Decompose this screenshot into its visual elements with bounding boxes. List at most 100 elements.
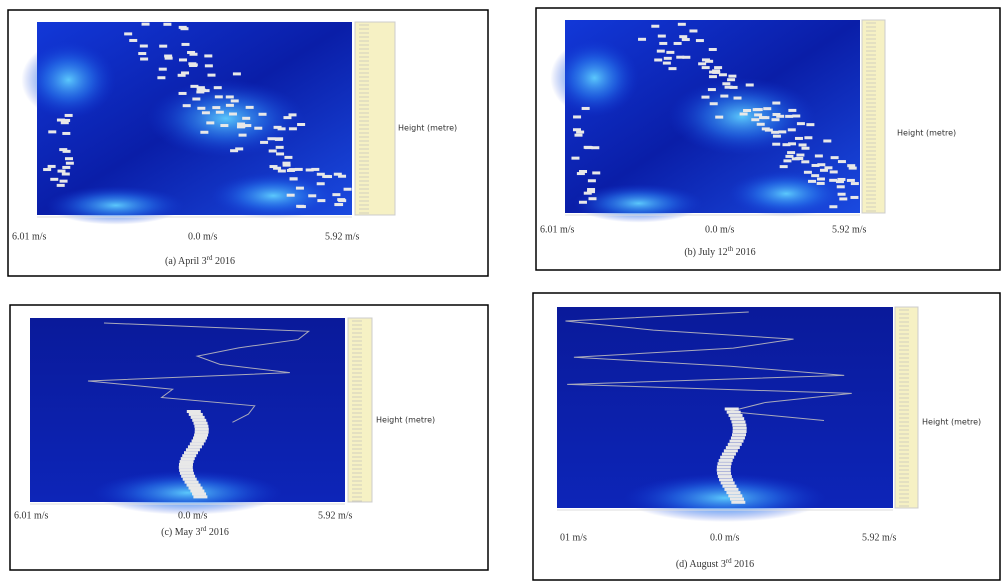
marker: [344, 188, 352, 191]
marker: [726, 446, 740, 449]
marker: [575, 134, 583, 137]
marker: [287, 194, 295, 197]
heatmap-glow: [550, 39, 639, 116]
marker: [788, 109, 796, 112]
marker: [765, 129, 773, 132]
marker: [298, 205, 306, 208]
marker: [193, 495, 207, 498]
height-label: Height (metre): [922, 418, 981, 427]
caption-text: (b) July 12: [684, 247, 727, 258]
marker: [722, 82, 730, 85]
marker: [584, 192, 592, 195]
marker: [62, 166, 70, 169]
marker: [311, 168, 319, 171]
marker: [795, 137, 803, 140]
marker: [226, 104, 234, 107]
axis-label: 5.92 m/s: [862, 532, 897, 543]
marker: [338, 199, 346, 202]
marker: [837, 185, 845, 188]
marker: [290, 177, 298, 180]
marker: [65, 114, 73, 117]
marker: [718, 462, 732, 465]
marker: [804, 171, 812, 174]
marker: [783, 159, 791, 162]
marker: [772, 102, 780, 105]
marker: [838, 160, 846, 163]
marker: [806, 123, 814, 126]
marker: [679, 35, 687, 38]
marker: [576, 131, 584, 134]
marker: [66, 162, 74, 165]
marker: [638, 38, 646, 41]
marker: [182, 43, 190, 46]
marker: [246, 106, 254, 109]
marker: [728, 494, 742, 497]
marker: [796, 154, 804, 157]
marker: [698, 62, 706, 65]
marker: [197, 86, 205, 89]
caption-text: (a) April 3: [165, 256, 207, 267]
marker: [588, 197, 596, 200]
caption-text: (d) August 3: [676, 559, 726, 570]
marker: [62, 173, 70, 176]
marker: [702, 58, 710, 61]
marker: [254, 127, 262, 130]
marker: [237, 123, 245, 126]
marker: [709, 71, 717, 74]
marker: [823, 139, 831, 142]
marker: [163, 23, 171, 26]
marker: [743, 109, 751, 112]
marker: [659, 42, 667, 45]
marker: [591, 146, 599, 149]
axis-label: 0.0 m/s: [178, 510, 208, 521]
marker: [772, 118, 780, 121]
marker: [138, 52, 146, 55]
marker: [216, 111, 224, 114]
marker: [184, 451, 198, 454]
marker: [719, 459, 733, 462]
marker: [674, 42, 682, 45]
marker: [317, 182, 325, 185]
marker: [817, 178, 825, 181]
height-label: Height (metre): [897, 129, 956, 138]
marker: [582, 107, 590, 110]
marker: [808, 180, 816, 183]
marker: [182, 454, 196, 457]
marker: [308, 194, 316, 197]
marker: [192, 98, 200, 101]
marker: [50, 178, 58, 181]
marker: [334, 203, 342, 206]
marker: [192, 492, 206, 495]
marker: [804, 136, 812, 139]
marker: [284, 156, 292, 159]
marker: [657, 50, 665, 53]
marker: [732, 424, 746, 427]
marker: [728, 75, 736, 78]
heatmap-glow: [21, 41, 116, 118]
marker: [289, 113, 297, 116]
marker: [678, 23, 686, 26]
marker: [65, 157, 73, 160]
marker: [718, 475, 732, 478]
marker: [179, 58, 187, 61]
marker: [730, 417, 744, 420]
marker: [214, 86, 222, 89]
marker: [727, 78, 735, 81]
marker: [48, 165, 56, 168]
heatmap-glow: [727, 171, 845, 217]
axis-label: 6.01 m/s: [540, 224, 575, 235]
marker: [592, 171, 600, 174]
axis-label: 0.0 m/s: [188, 231, 218, 242]
marker: [701, 96, 709, 99]
marker: [731, 501, 745, 504]
marker: [180, 472, 194, 475]
height-strip: [862, 20, 885, 213]
marker: [62, 119, 70, 122]
axis-label: 5.92 m/s: [325, 231, 360, 242]
marker: [757, 123, 765, 126]
marker: [792, 114, 800, 117]
marker: [189, 413, 203, 416]
marker: [817, 182, 825, 185]
marker: [740, 112, 748, 115]
